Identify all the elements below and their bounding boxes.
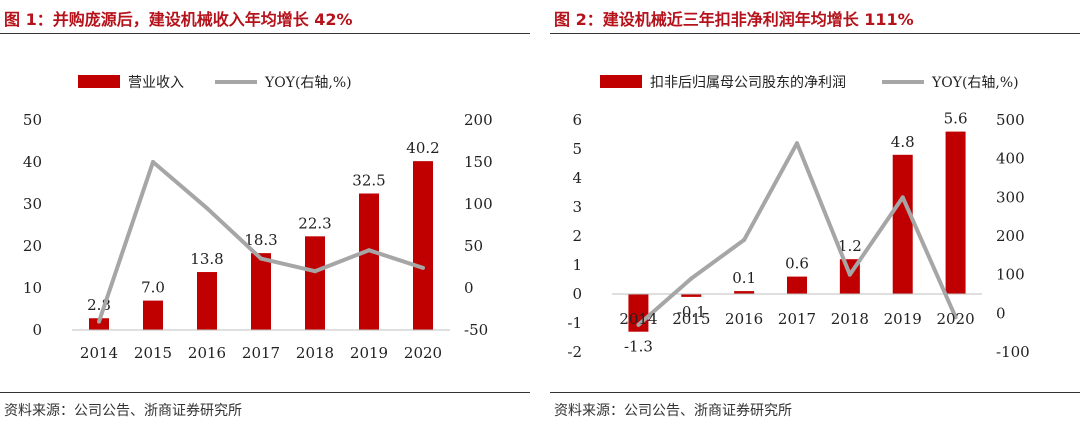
bar — [143, 300, 163, 330]
chart-panel-revenue: 图 1：并购庞源后，建设机械收入年均增长 42% 营业收入 YOY(右轴,%) 0 1… — [0, 0, 530, 428]
legend-line-label: YOY(右轴,%) — [264, 75, 352, 91]
yoy-point — [421, 265, 425, 270]
y-axis-tick-label: -1 — [567, 314, 582, 332]
legend-bar-swatch — [600, 75, 642, 88]
yoy-point — [259, 256, 263, 261]
bar-data-label: 1.2 — [838, 237, 862, 255]
bar — [787, 276, 807, 294]
yoy-point — [847, 272, 852, 277]
x-axis-tick-label: 2019 — [884, 310, 922, 328]
y-axis-tick-label: 10 — [23, 279, 42, 297]
y-axis-tick-label: 5 — [572, 140, 582, 158]
bar — [681, 294, 702, 297]
source-rule — [0, 392, 530, 393]
source-rule — [550, 392, 1080, 393]
bar — [734, 291, 755, 294]
y-axis-tick-label: 30 — [23, 195, 42, 213]
bar-data-label: -1.3 — [624, 338, 653, 356]
y2-axis-tick-label: -50 — [464, 321, 488, 339]
x-axis-tick-label: 2020 — [936, 310, 974, 328]
bar-data-label: 7.0 — [141, 279, 165, 297]
y2-axis-tick-label: 50 — [464, 237, 483, 255]
title-rule — [0, 33, 530, 34]
y-axis-tick-label: 2 — [572, 227, 582, 245]
bar — [945, 131, 966, 294]
revenue-chart: 营业收入 YOY(右轴,%) 0 10 20 30 40 50 -50 0 50 100 150 200 2… — [23, 75, 493, 362]
y-axis-tick-label: 1 — [572, 256, 582, 274]
legend-line-label: YOY(右轴,%) — [931, 75, 1019, 91]
y-axis-tick-label: 40 — [23, 153, 42, 171]
y2-axis-tick-label: 400 — [996, 150, 1025, 168]
bar-data-label: 5.6 — [944, 110, 968, 128]
y2-axis-tick-label: 300 — [996, 188, 1025, 206]
y2-axis-tick-label: 0 — [464, 279, 474, 297]
bar-data-label: 32.5 — [352, 172, 385, 190]
y2-axis-tick-label: -100 — [996, 343, 1030, 361]
yoy-point — [205, 206, 209, 211]
bar — [197, 272, 217, 330]
legend-bar-label: 扣非后归属母公司股东的净利润 — [650, 74, 846, 91]
y-axis-tick-label: 0 — [32, 321, 42, 339]
x-axis-tick-label: 2014 — [619, 310, 657, 328]
chart-panel-profit: 图 2：建设机械近三年扣非净利润年均增长 111% 扣非后归属母公司股东的净利润… — [550, 0, 1080, 428]
chart-title: 图 1：并购庞源后，建设机械收入年均增长 42% — [4, 10, 353, 29]
y-axis-tick-label: 20 — [23, 237, 42, 255]
profit-chart: 扣非后归属母公司股东的净利润 YOY(右轴,%) -2 -1 0 1 2 3 4 5 6 -100 0 1… — [567, 74, 1030, 361]
bar — [413, 161, 433, 330]
x-axis-tick-label: 2016 — [725, 310, 763, 328]
yoy-point — [367, 248, 371, 253]
yoy-point — [953, 315, 958, 320]
yoy-point — [900, 195, 905, 200]
y2-axis-tick-label: 500 — [996, 111, 1025, 129]
bar-data-label: 40.2 — [406, 139, 439, 157]
bar — [359, 193, 379, 330]
chart-title: 图 2：建设机械近三年扣非净利润年均增长 111% — [554, 10, 914, 29]
bar-data-label: 0.1 — [732, 269, 756, 287]
bar — [89, 318, 109, 330]
bar-data-label: 0.6 — [785, 255, 809, 273]
x-axis-tick-label: 2015 — [672, 310, 710, 328]
yoy-point — [795, 141, 799, 146]
y-axis-tick-label: 3 — [572, 198, 582, 216]
y2-axis-tick-label: 150 — [464, 153, 493, 171]
x-axis-tick-label: 2017 — [778, 310, 816, 328]
bar-data-label: 22.3 — [298, 214, 331, 232]
y2-axis-tick-label: 100 — [464, 195, 493, 213]
legend-bar-swatch — [78, 75, 120, 88]
source-note: 资料来源：公司公告、浙商证券研究所 — [4, 403, 242, 419]
bar — [892, 154, 913, 294]
yoy-point — [689, 276, 694, 281]
bar — [305, 236, 325, 330]
x-axis-tick-label: 2018 — [296, 344, 334, 362]
yoy-point — [742, 237, 747, 242]
x-axis-tick-label: 2019 — [350, 344, 388, 362]
x-axis-tick-label: 2015 — [134, 344, 172, 362]
y2-axis-tick-label: 0 — [996, 304, 1006, 322]
legend-bar-label: 营业收入 — [128, 75, 184, 91]
y2-axis-tick-label: 200 — [996, 227, 1025, 245]
bar-data-label: 13.8 — [190, 250, 223, 268]
yoy-point — [151, 160, 155, 164]
bar — [251, 253, 271, 330]
bar-data-label: 4.8 — [891, 133, 915, 151]
yoy-point — [313, 269, 317, 274]
y-axis-tick-label: 0 — [572, 285, 582, 303]
y-axis-tick-label: 6 — [572, 111, 582, 129]
x-axis-tick-label: 2018 — [831, 310, 869, 328]
x-axis-tick-label: 2016 — [188, 344, 226, 362]
x-axis-tick-label: 2020 — [404, 344, 442, 362]
bar-data-label: 18.3 — [244, 231, 277, 249]
yoy-point — [636, 322, 641, 327]
y-axis-tick-label: 50 — [23, 111, 42, 129]
x-axis-tick-label: 2014 — [80, 344, 118, 362]
y2-axis-tick-label: 200 — [464, 111, 493, 129]
y2-axis-tick-label: 100 — [996, 266, 1025, 284]
title-rule — [550, 33, 1080, 34]
source-note: 资料来源：公司公告、浙商证券研究所 — [554, 403, 792, 419]
y-axis-tick-label: 4 — [572, 169, 582, 187]
y-axis-tick-label: -2 — [567, 343, 582, 361]
yoy-point — [97, 319, 101, 324]
x-axis-tick-label: 2017 — [242, 344, 280, 362]
bar-data-label: -0.1 — [677, 303, 706, 321]
